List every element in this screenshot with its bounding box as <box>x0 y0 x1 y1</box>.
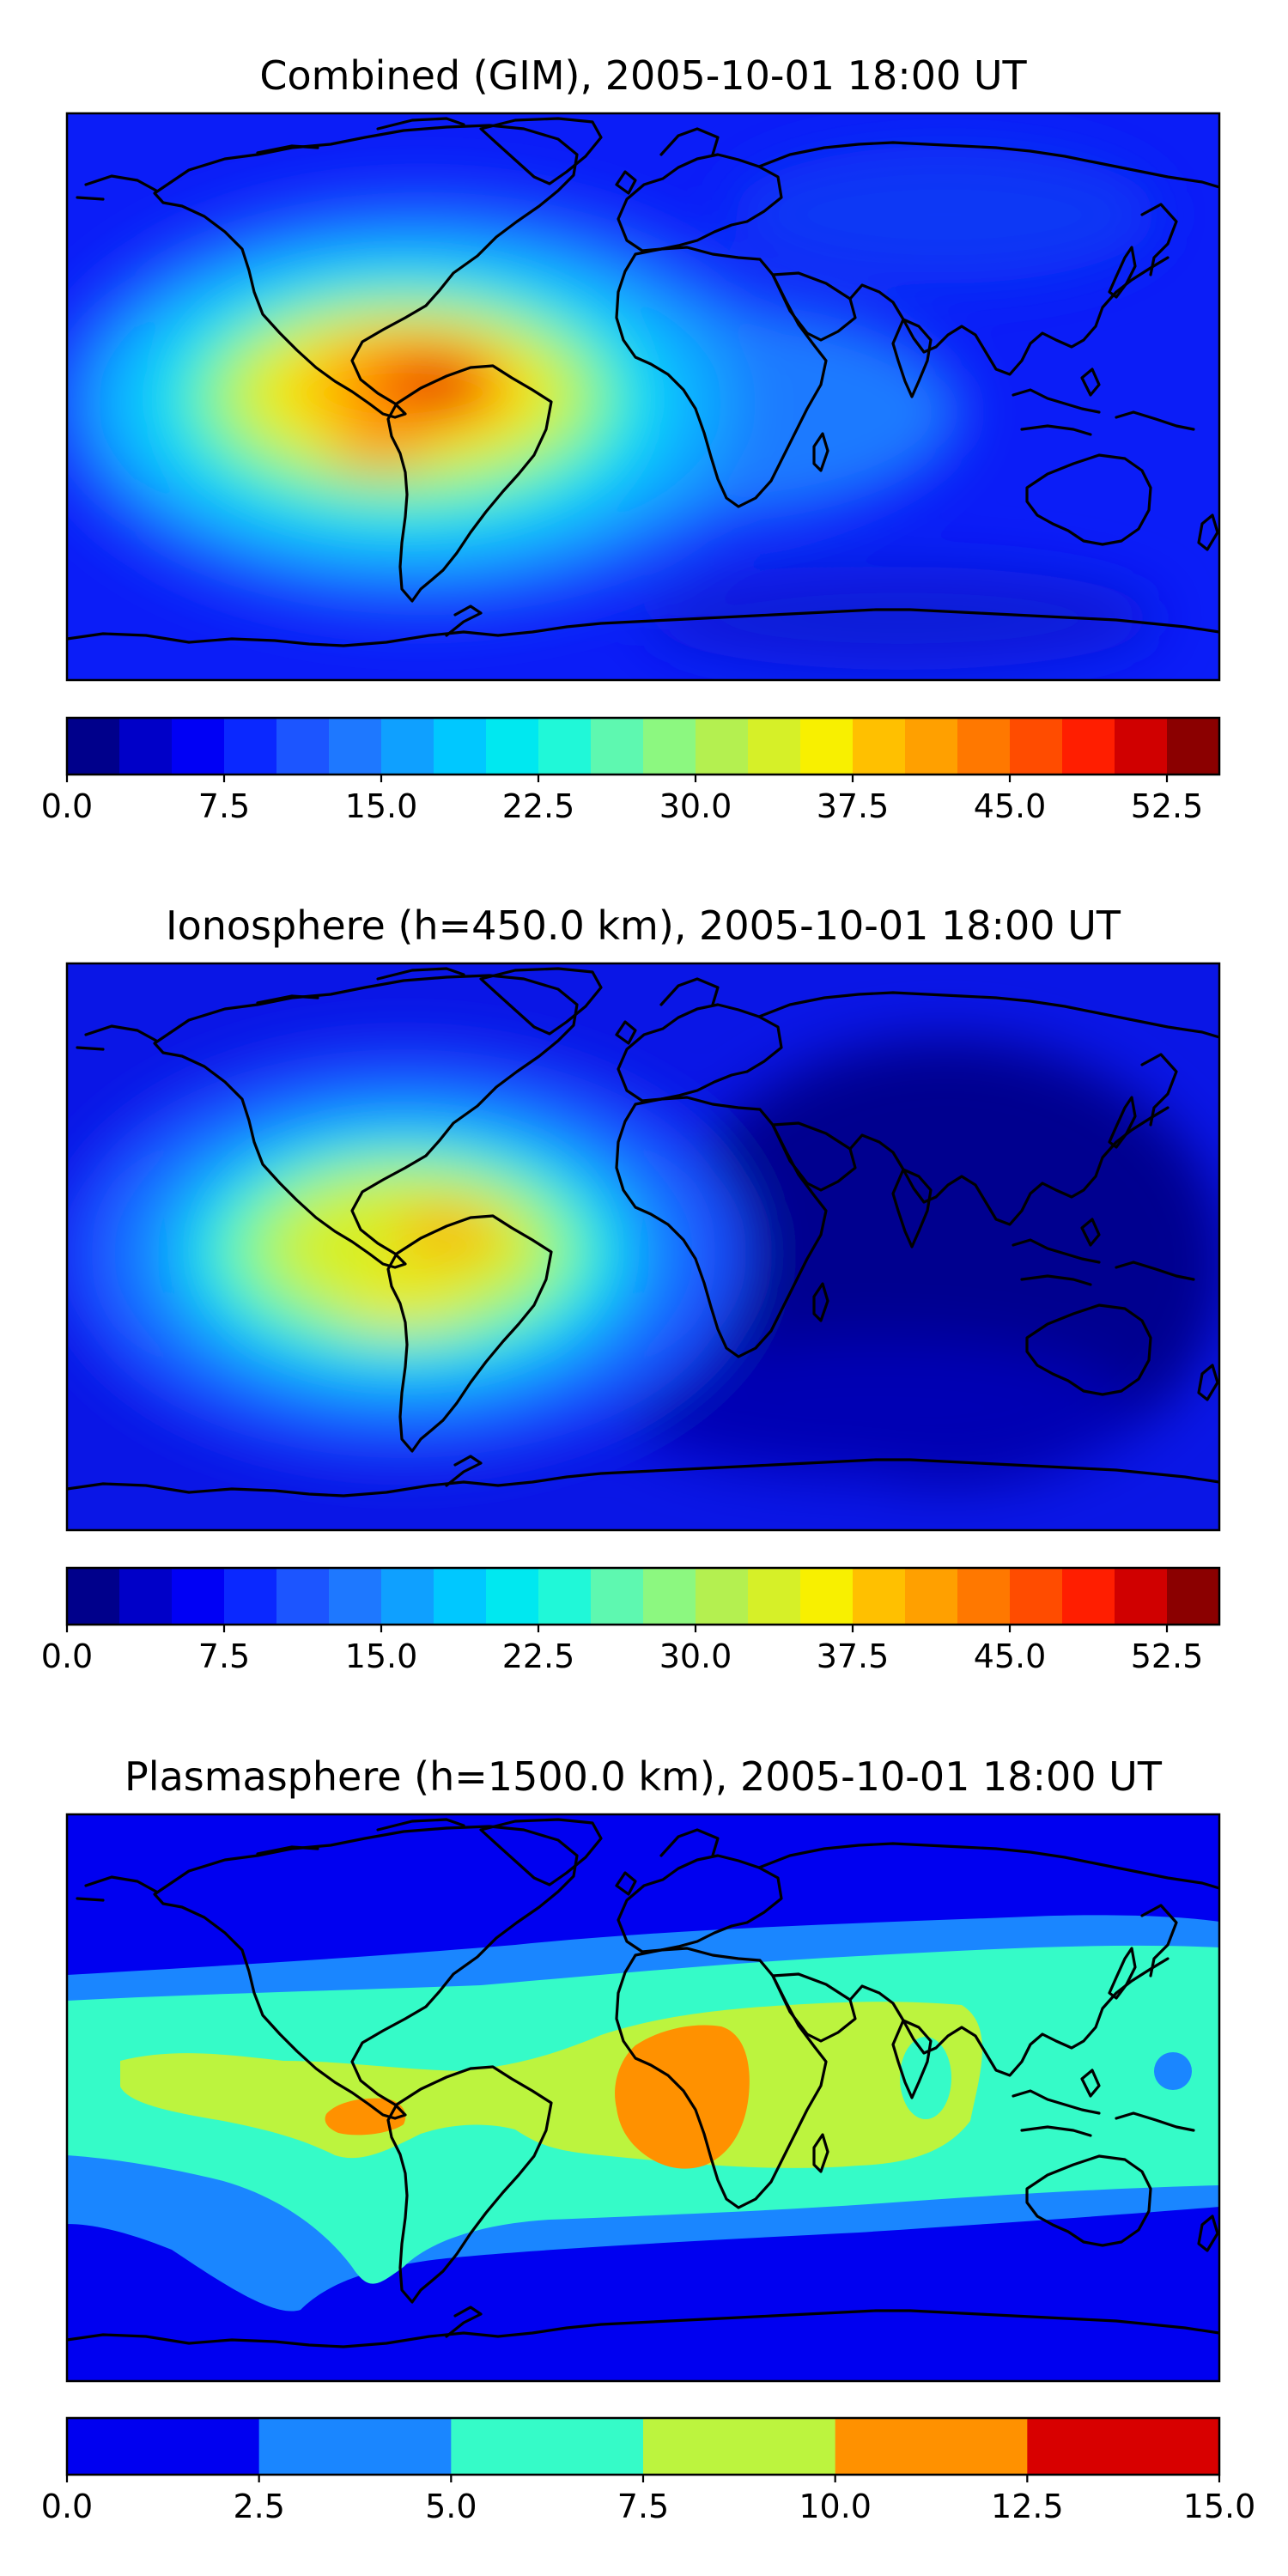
panel-plasmasphere: Plasmasphere (h=1500.0 km), 2005-10-01 1… <box>41 1753 1256 2525</box>
colorbar-2-segment <box>591 1568 644 1625</box>
colorbar-3-tick-label: 7.5 <box>617 2488 669 2525</box>
colorbar-3-segment <box>643 2418 836 2475</box>
colorbar-2-segment <box>853 1568 906 1625</box>
panel-3-title: Plasmasphere (h=1500.0 km), 2005-10-01 1… <box>125 1753 1163 1800</box>
colorbar-1-segment <box>905 718 958 775</box>
colorbar-2-tick-label: 0.0 <box>41 1637 93 1675</box>
colorbar-2-segment <box>748 1568 801 1625</box>
colorbar-3-segment <box>258 2418 452 2475</box>
plasma-india-pocket <box>900 2037 951 2119</box>
colorbar-1-segment <box>643 718 696 775</box>
colorbar-1-tick-label: 30.0 <box>659 787 732 825</box>
colorbar-2-tick-label: 15.0 <box>345 1637 418 1675</box>
colorbar-2-segment <box>1115 1568 1168 1625</box>
colorbar-2-segment <box>486 1568 539 1625</box>
colorbar-1-segment <box>853 718 906 775</box>
colorbar-2-frame <box>65 1566 1221 1626</box>
colorbar-3-segment <box>835 2418 1028 2475</box>
colorbar-2-segment <box>957 1568 1011 1625</box>
colorbar-2: 0.0 7.5 15.0 22.5 30.0 37.5 45.0 52.5 <box>41 1566 1221 1675</box>
colorbar-1-tick-label: 52.5 <box>1131 787 1204 825</box>
colorbar-2-segment <box>172 1568 225 1625</box>
plasma-contour-10-12-5-pacific <box>325 2098 406 2136</box>
colorbar-2-segment <box>276 1568 330 1625</box>
colorbar-2-tick-label: 30.0 <box>659 1637 732 1675</box>
colorbar-2-segment <box>538 1568 592 1625</box>
colorbar-1-segment <box>329 718 382 775</box>
panel-1-frame <box>65 112 1221 682</box>
colorbar-1-segment <box>486 718 539 775</box>
colorbar-1-frame <box>65 716 1221 776</box>
colorbar-1-segment <box>67 718 120 775</box>
colorbar-2-segment <box>329 1568 382 1625</box>
colorbar-1-segment <box>381 718 434 775</box>
colorbar-1-segment <box>434 718 487 775</box>
colorbar-1-segment <box>1062 718 1115 775</box>
colorbar-3-tick-label: 5.0 <box>425 2488 477 2525</box>
colorbar-1-segment <box>1010 718 1063 775</box>
colorbar-1-tick-label: 22.5 <box>502 787 575 825</box>
colorbar-2-segment <box>1010 1568 1063 1625</box>
colorbar-3-segment <box>67 2418 260 2475</box>
colorbar-1-tick-label: 37.5 <box>817 787 890 825</box>
panel-2-map <box>67 963 1219 1530</box>
colorbar-1-segment <box>800 718 854 775</box>
colorbar-3-segment <box>1027 2418 1220 2475</box>
colorbar-1-tick-label: 45.0 <box>974 787 1047 825</box>
colorbar-3-tick-label: 10.0 <box>799 2488 872 2525</box>
colorbar-2-segment <box>905 1568 958 1625</box>
colorbar-2-segment <box>119 1568 173 1625</box>
colorbar-3-tick-label: 0.0 <box>41 2488 93 2525</box>
colorbar-1-segment <box>748 718 801 775</box>
panel-2-title: Ionosphere (h=450.0 km), 2005-10-01 18:0… <box>166 902 1121 949</box>
colorbar-3: 0.0 2.5 5.0 7.5 10.0 12.5 15.0 <box>41 2416 1256 2525</box>
panel-1-map <box>67 113 1219 680</box>
colorbar-1-segment <box>119 718 173 775</box>
colorbar-1-segment <box>172 718 225 775</box>
colorbar-2-tick-label: 45.0 <box>974 1637 1047 1675</box>
colorbar-2-tick-label: 37.5 <box>817 1637 890 1675</box>
colorbar-2-tick-label: 52.5 <box>1131 1637 1204 1675</box>
colorbar-2-segment <box>434 1568 487 1625</box>
colorbar-1-segment <box>224 718 277 775</box>
colorbar-1-segment <box>538 718 592 775</box>
panel-2-frame <box>65 962 1221 1532</box>
colorbar-2-segment <box>800 1568 854 1625</box>
colorbar-1-segment <box>276 718 330 775</box>
panel-2-field <box>67 1039 1219 1485</box>
panel-3-frame <box>65 1813 1221 2383</box>
colorbar-1-tick-label: 7.5 <box>198 787 250 825</box>
colorbar-1-segment <box>957 718 1011 775</box>
colorbar-2-segment <box>224 1568 277 1625</box>
colorbar-2-segment <box>696 1568 749 1625</box>
colorbar-1-segment <box>591 718 644 775</box>
colorbar-3-tick-label: 15.0 <box>1183 2488 1256 2525</box>
colorbar-2-tick-label: 22.5 <box>502 1637 575 1675</box>
plasma-pocket <box>1154 2052 1192 2090</box>
colorbar-2-segment <box>67 1568 120 1625</box>
colorbar-1: 0.0 7.5 15.0 22.5 30.0 37.5 45.0 52.5 <box>41 716 1221 825</box>
colorbar-1-tick-label: 0.0 <box>41 787 93 825</box>
colorbar-3-tick-label: 2.5 <box>233 2488 284 2525</box>
colorbar-1-segment <box>696 718 749 775</box>
colorbar-1-segment <box>1115 718 1168 775</box>
colorbar-2-segment <box>1062 1568 1115 1625</box>
panel-1-title: Combined (GIM), 2005-10-01 18:00 UT <box>259 52 1027 99</box>
colorbar-3-tick-label: 12.5 <box>991 2488 1064 2525</box>
colorbar-1-tick-label: 15.0 <box>345 787 418 825</box>
plasma-contour-10-12-5-africa <box>615 2025 750 2169</box>
panel-ionosphere: Ionosphere (h=450.0 km), 2005-10-01 18:0… <box>41 902 1221 1675</box>
colorbar-1-segment <box>1167 718 1220 775</box>
colorbar-2-tick-label: 7.5 <box>198 1637 250 1675</box>
colorbar-2-segment <box>381 1568 434 1625</box>
panel-3-map <box>67 1814 1219 2381</box>
colorbar-2-segment <box>1167 1568 1220 1625</box>
colorbar-2-segment <box>643 1568 696 1625</box>
colorbar-3-segment <box>451 2418 644 2475</box>
panel-combined: Combined (GIM), 2005-10-01 18:00 UT <box>41 52 1221 825</box>
